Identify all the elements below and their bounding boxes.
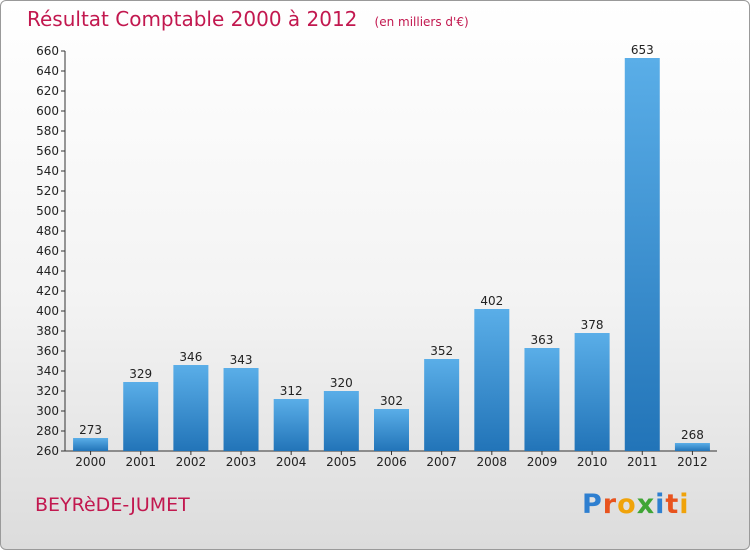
y-tick-label: 460: [36, 244, 59, 258]
y-tick-label: 280: [36, 424, 59, 438]
y-tick-label: 640: [36, 64, 59, 78]
y-tick-label: 500: [36, 204, 59, 218]
logo-letter: i: [655, 489, 666, 520]
y-tick-label: 540: [36, 164, 59, 178]
commune-name: BEYRèDE-JUMET: [35, 494, 190, 516]
bar: [374, 409, 409, 451]
y-tick-label: 400: [36, 304, 59, 318]
y-tick-label: 320: [36, 384, 59, 398]
bar-value-label: 378: [581, 318, 604, 332]
bar: [123, 382, 159, 451]
bar: [73, 438, 109, 451]
y-tick-label: 580: [36, 124, 59, 138]
bar: [173, 365, 209, 451]
bar: [574, 333, 610, 451]
logo-letter: t: [665, 489, 680, 520]
y-tick-label: 420: [36, 284, 59, 298]
y-tick-label: 660: [36, 44, 59, 58]
logo-letter: x: [636, 489, 656, 520]
y-tick-label: 520: [36, 184, 59, 198]
bar-value-label: 273: [79, 423, 102, 437]
x-tick-label: 2004: [276, 455, 307, 469]
logo-letter: r: [602, 489, 618, 520]
y-tick-label: 380: [36, 324, 59, 338]
proxiti-logo: Proxiti: [582, 489, 690, 520]
y-tick-label: 300: [36, 404, 59, 418]
bar-value-label: 268: [681, 428, 704, 442]
x-tick-label: 2003: [226, 455, 257, 469]
x-tick-label: 2002: [176, 455, 207, 469]
bar-value-label: 363: [531, 333, 554, 347]
x-tick-label: 2012: [677, 455, 708, 469]
y-tick-label: 360: [36, 344, 59, 358]
x-tick-label: 2005: [326, 455, 357, 469]
logo-letter: i: [679, 489, 690, 520]
bar: [223, 368, 259, 451]
chart-subtitle: (en milliers d'€): [374, 15, 469, 29]
bar-value-label: 402: [480, 294, 503, 308]
y-tick-label: 620: [36, 84, 59, 98]
bar-value-label: 346: [179, 350, 202, 364]
x-tick-label: 2009: [527, 455, 558, 469]
bar: [524, 348, 560, 451]
x-tick-label: 2011: [627, 455, 658, 469]
x-tick-label: 2007: [426, 455, 457, 469]
bar: [323, 391, 359, 451]
chart-title: Résultat Comptable 2000 à 2012: [27, 7, 358, 31]
bar: [424, 359, 460, 451]
x-tick-label: 2000: [75, 455, 106, 469]
x-tick-label: 2001: [125, 455, 156, 469]
y-tick-label: 560: [36, 144, 59, 158]
y-tick-label: 480: [36, 224, 59, 238]
x-tick-label: 2010: [577, 455, 608, 469]
y-tick-label: 340: [36, 364, 59, 378]
title-line: Résultat Comptable 2000 à 2012 (en milli…: [27, 7, 469, 31]
bar-value-label: 352: [430, 344, 453, 358]
bar-value-label: 653: [631, 43, 654, 57]
y-tick-label: 600: [36, 104, 59, 118]
bar: [273, 399, 309, 451]
bar-value-label: 320: [330, 376, 353, 390]
logo-letter: P: [582, 489, 603, 520]
bar-value-label: 312: [280, 384, 303, 398]
bar-value-label: 302: [380, 394, 403, 408]
x-tick-label: 2008: [477, 455, 508, 469]
logo-letter: o: [617, 489, 637, 520]
bar-value-label: 329: [129, 367, 152, 381]
bar: [474, 309, 510, 451]
x-tick-label: 2006: [376, 455, 407, 469]
bar-value-label: 343: [230, 353, 253, 367]
y-tick-label: 260: [36, 444, 59, 458]
y-tick-label: 440: [36, 264, 59, 278]
bar: [624, 58, 660, 451]
bar: [674, 443, 710, 451]
